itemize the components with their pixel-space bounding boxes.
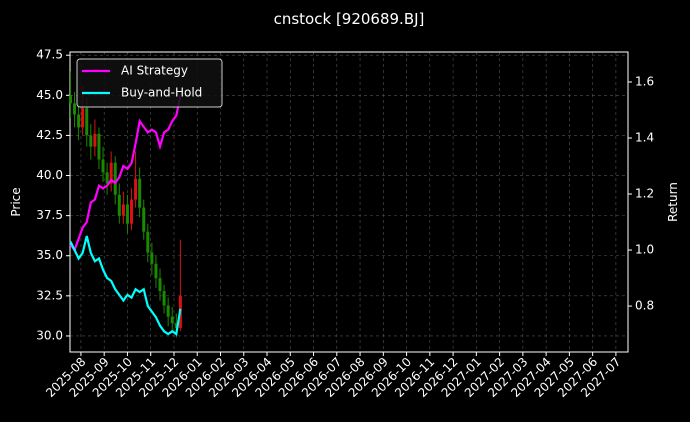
candle-body — [77, 114, 81, 128]
y2-tick-label: 1.4 — [635, 130, 654, 144]
legend-label: AI Strategy — [121, 64, 188, 78]
candle-body — [142, 207, 146, 232]
candle-body — [174, 323, 178, 328]
candle-body — [89, 135, 93, 147]
legend-label: Buy-and-Hold — [121, 86, 202, 100]
legend: AI Strategy Buy-and-Hold — [76, 58, 223, 108]
candle-body — [68, 95, 72, 104]
candle-body — [158, 278, 162, 292]
candle-body — [97, 133, 101, 160]
candle-body — [166, 305, 170, 317]
y-tick-label: 42.5 — [36, 128, 63, 142]
candle-body — [146, 231, 150, 253]
y2-tick-label: 1.0 — [635, 243, 654, 257]
y-tick-label: 40.0 — [36, 168, 63, 182]
legend-box — [76, 58, 223, 108]
candle-body — [134, 178, 138, 200]
candle-body — [138, 178, 142, 208]
series-line — [69, 95, 182, 253]
plot-frame — [69, 51, 629, 353]
candle-body — [154, 263, 158, 279]
candle-body — [101, 159, 105, 173]
y-tick-label: 45.0 — [36, 88, 63, 102]
y2-tick-label: 1.6 — [635, 74, 654, 88]
y-tick-label: 47.5 — [36, 48, 63, 62]
candle-body — [105, 172, 109, 184]
candle-body — [113, 162, 117, 195]
y-axis-label: Price — [9, 187, 23, 216]
candle-body — [93, 133, 97, 147]
candle-body — [81, 108, 85, 128]
y-tick-label: 35.0 — [36, 248, 63, 262]
candle-body — [117, 194, 121, 216]
chart-title: cnstock [920689.BJ] — [274, 10, 425, 28]
y2-tick-label: 0.8 — [635, 299, 654, 313]
candle-body — [121, 204, 125, 216]
candle-body — [73, 103, 77, 115]
candle-body — [150, 252, 154, 264]
candle-body — [125, 204, 129, 224]
candle-body — [130, 199, 134, 224]
y-tick-label: 30.0 — [36, 328, 63, 342]
y2-axis-label: Return — [666, 182, 680, 222]
candle-body — [170, 316, 174, 324]
candle-body — [162, 291, 166, 306]
candle-body — [85, 108, 89, 136]
y-tick-label: 32.5 — [36, 288, 63, 302]
y-tick-label: 37.5 — [36, 208, 63, 222]
series-line — [69, 235, 182, 336]
candle-body — [109, 162, 113, 184]
y2-tick-label: 1.2 — [635, 187, 654, 201]
